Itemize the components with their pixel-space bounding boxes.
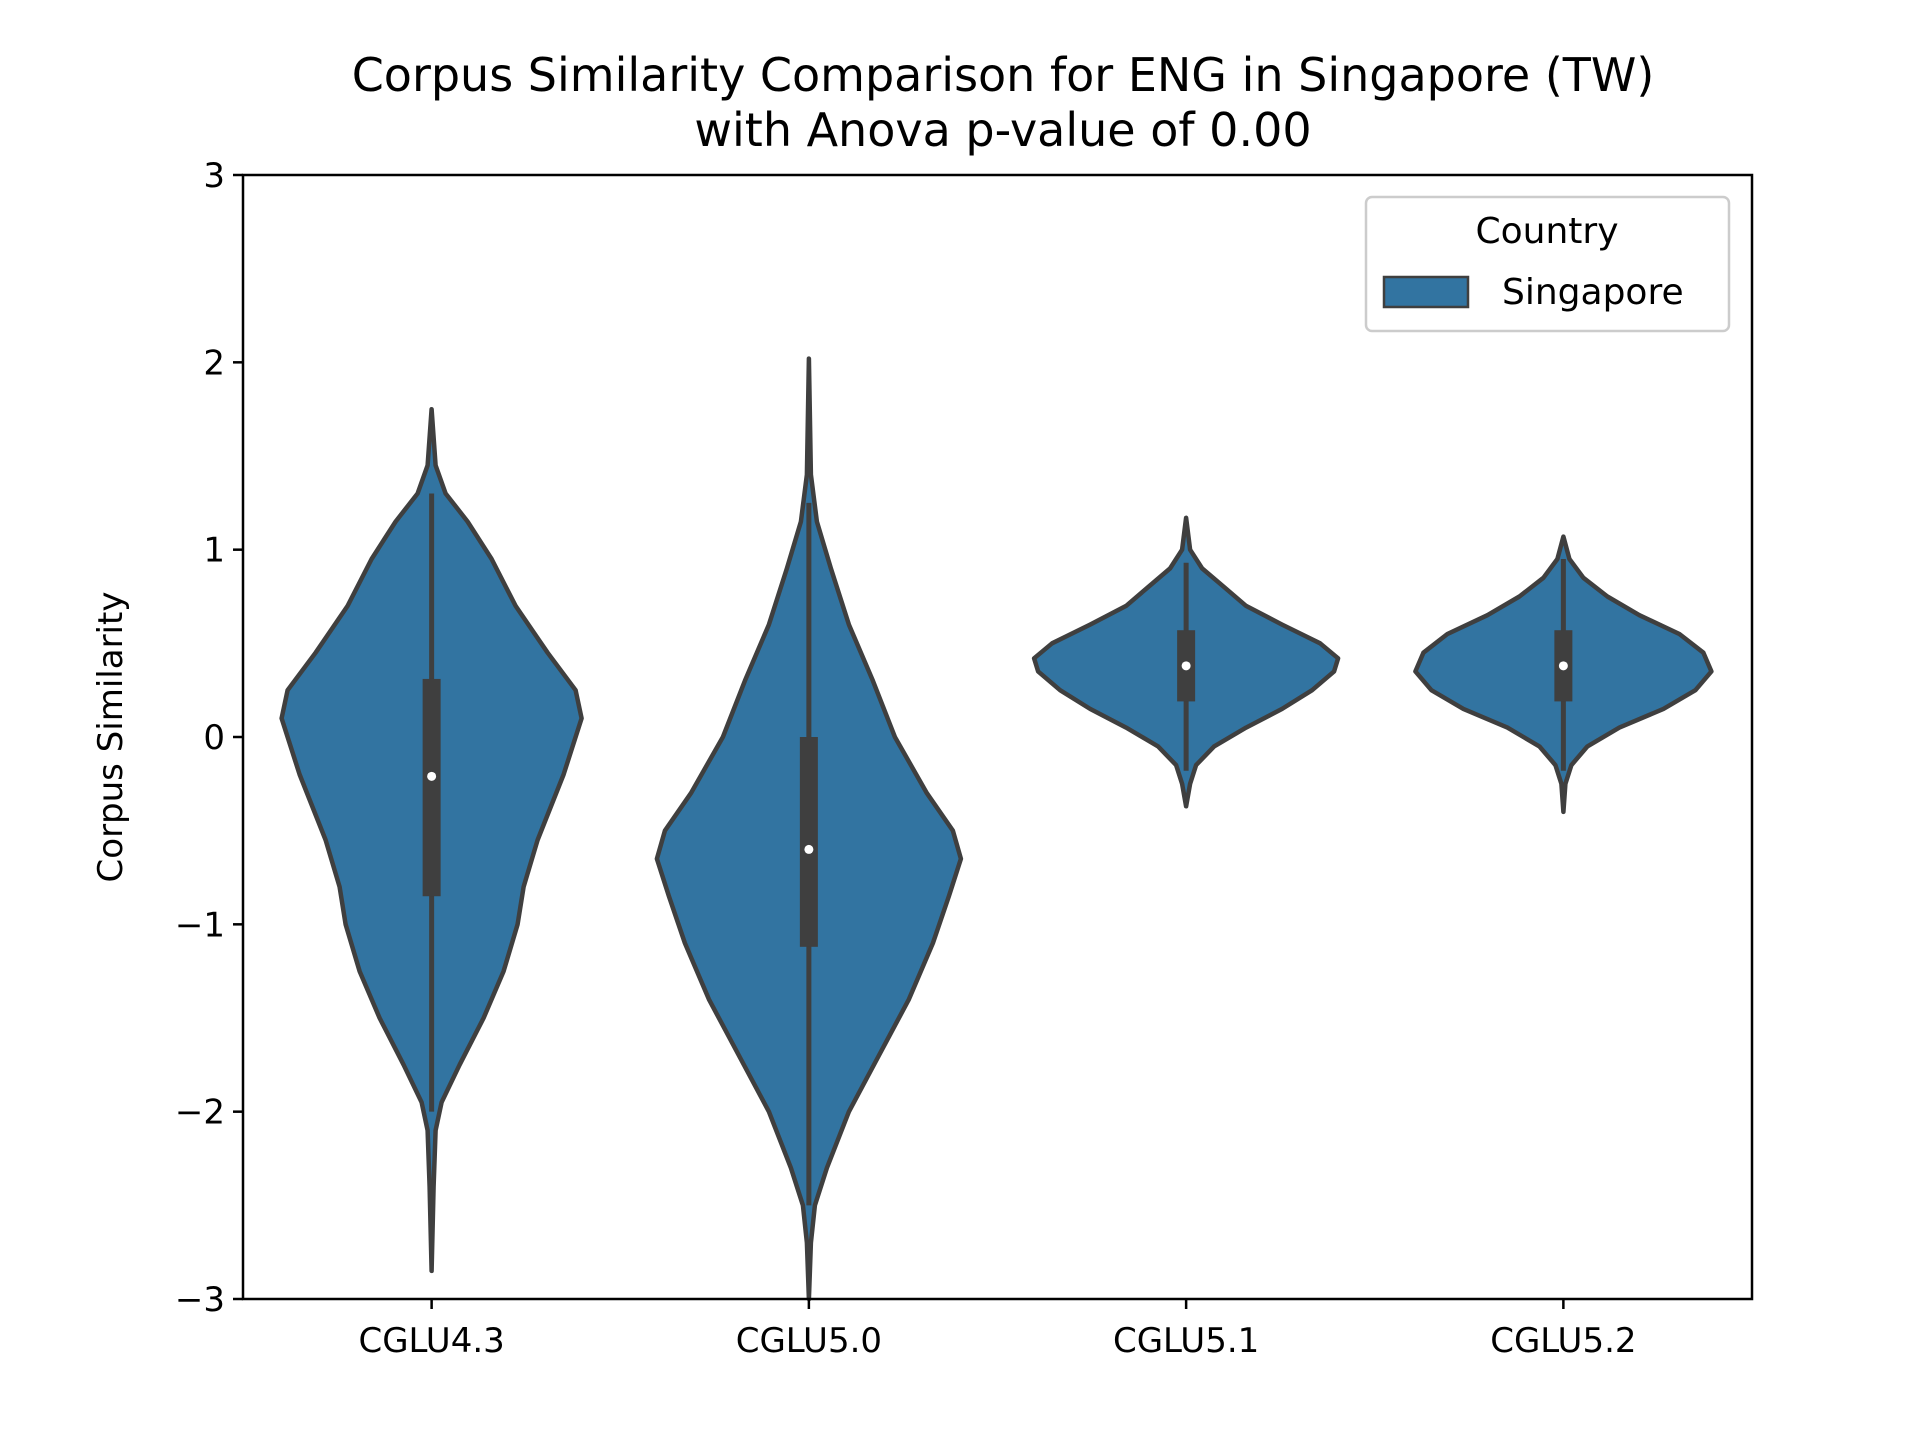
violins-layer [279,356,1714,1302]
violin-median-marker [1558,661,1568,671]
violin-median-marker [1181,661,1191,671]
x-tick-label: CGLU5.2 [1490,1321,1636,1361]
legend-swatch-singapore [1382,275,1470,309]
y-tick-label: −3 [175,1280,225,1320]
violin-cglu4-3 [279,406,584,1274]
chart-title-line2: with Anova p-value of 0.00 [694,103,1311,157]
violin-cglu5-2 [1413,534,1714,815]
y-axis: 3 2 1 0 −1 −2 −3 [175,156,243,1320]
y-tick-label: 1 [203,531,225,571]
y-tick-label: −1 [175,905,225,945]
legend-entry-label: Singapore [1502,272,1684,313]
legend-title: Country [1475,211,1618,252]
x-axis: CGLU4.3 CGLU5.0 CGLU5.1 CGLU5.2 [358,1299,1637,1361]
violin-median-marker [804,844,814,854]
x-tick-label: CGLU4.3 [358,1321,504,1361]
violin-cglu5-1 [1031,515,1341,809]
x-tick-label: CGLU5.0 [736,1321,882,1361]
y-tick-label: 2 [203,343,225,383]
y-tick-label: 0 [203,718,225,758]
violin-iqr-box [422,678,441,897]
x-tick-label: CGLU5.1 [1113,1321,1259,1361]
y-tick-label: −2 [175,1093,225,1133]
y-tick-label: 3 [203,156,225,196]
chart-title-line1: Corpus Similarity Comparison for ENG in … [352,48,1655,102]
legend: Country Singapore [1364,195,1731,333]
y-axis-label: Corpus Similarity [91,592,131,883]
violin-iqr-box [799,737,818,947]
violin-median-marker [427,771,437,781]
violin-cglu5-0 [654,356,964,1302]
